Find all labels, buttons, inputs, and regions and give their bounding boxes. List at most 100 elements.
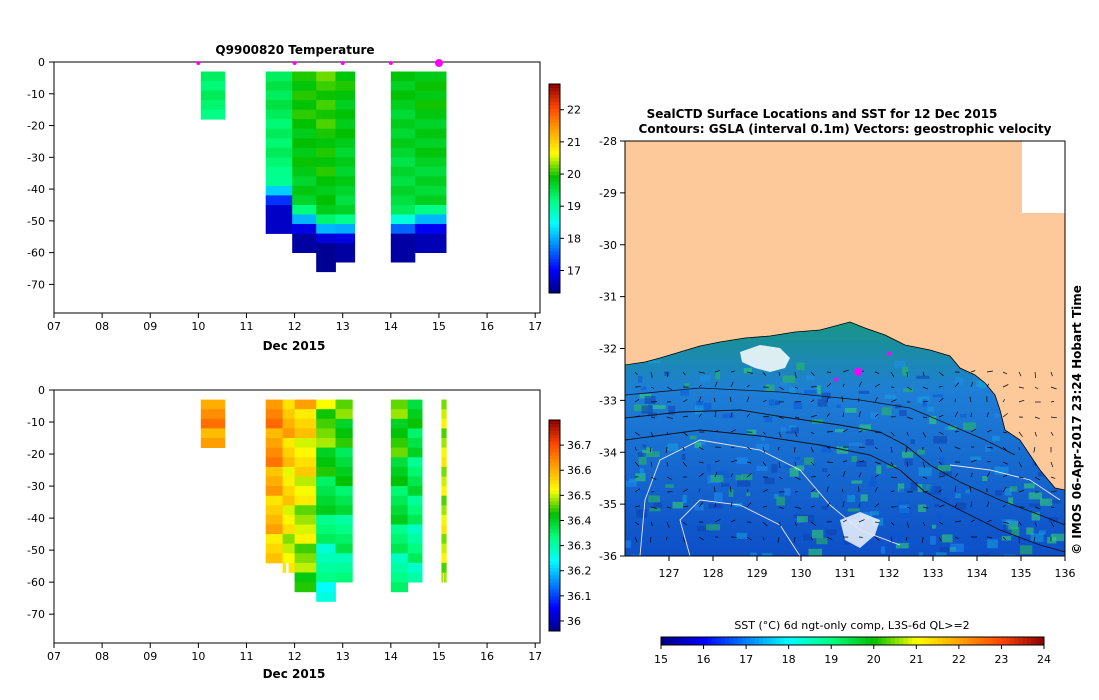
colorbar-segment	[1018, 637, 1024, 645]
map-x-tick-label: 133	[923, 567, 944, 580]
data-cell	[285, 524, 289, 535]
data-cell	[340, 147, 346, 158]
data-cell	[269, 428, 275, 439]
sst-speck	[939, 547, 950, 555]
velocity-vector	[650, 506, 657, 509]
sst-speck	[641, 386, 647, 391]
data-cell	[294, 418, 301, 429]
colorbar-segment	[699, 637, 705, 645]
colorbar-segment	[549, 564, 560, 569]
velocity-vector	[938, 446, 943, 453]
data-cell	[407, 572, 412, 583]
data-cell	[325, 166, 332, 177]
data-cell	[206, 428, 214, 439]
data-cell	[330, 138, 336, 149]
sst-speck	[843, 540, 856, 545]
data-cell	[288, 438, 292, 448]
y-tick-label: -60	[27, 247, 45, 260]
data-cell	[212, 100, 220, 110]
data-cell	[396, 100, 404, 110]
data-cell	[414, 562, 419, 573]
data-cell	[206, 418, 214, 429]
data-cell	[321, 252, 327, 263]
map-y-tick-label: -35	[599, 498, 617, 511]
data-cell	[390, 243, 398, 253]
data-cell	[438, 100, 447, 110]
data-cell	[292, 81, 299, 91]
velocity-vector	[730, 412, 733, 418]
data-cell	[274, 524, 279, 535]
data-cell	[298, 176, 305, 187]
data-cell	[403, 447, 409, 458]
data-cell	[441, 438, 443, 448]
data-cell	[274, 409, 279, 420]
data-cell	[325, 252, 332, 263]
colorbar-segment	[865, 637, 871, 645]
velocity-vector	[1002, 446, 1008, 452]
sst-speck	[954, 377, 963, 385]
velocity-vector	[634, 536, 638, 543]
data-cell	[335, 418, 341, 429]
data-cell	[316, 476, 322, 487]
velocity-vector	[969, 486, 972, 493]
sst-speck	[859, 424, 871, 431]
data-cell	[200, 428, 208, 439]
data-cell	[349, 252, 356, 263]
velocity-vector	[1033, 536, 1036, 542]
data-cell	[422, 147, 431, 158]
sst-speck	[895, 542, 909, 549]
velocity-vector	[698, 396, 702, 403]
data-cell	[390, 476, 396, 487]
data-cell	[348, 438, 353, 448]
data-cell	[443, 524, 446, 535]
data-cell	[445, 534, 447, 545]
data-cell	[408, 195, 416, 206]
data-cell	[408, 90, 416, 101]
data-cell	[304, 109, 311, 120]
velocity-vector	[826, 413, 830, 418]
data-cell	[422, 71, 431, 82]
velocity-vector	[954, 503, 958, 508]
data-cell	[349, 176, 356, 187]
temperature-xlabel: Dec 2015	[263, 339, 326, 353]
colorbar-segment	[549, 490, 560, 495]
y-tick-label: -40	[27, 183, 45, 196]
velocity-vector	[666, 371, 669, 378]
data-cell	[285, 418, 289, 429]
data-cell	[414, 534, 419, 545]
map-y-tick-label: -29	[599, 187, 617, 200]
data-cell	[411, 476, 416, 487]
data-cell	[441, 457, 443, 468]
data-cell	[282, 524, 286, 535]
velocity-vector	[922, 416, 928, 419]
data-cell	[335, 486, 341, 497]
data-cell	[395, 514, 400, 525]
data-cell	[278, 457, 283, 468]
data-cell	[292, 157, 299, 168]
colorbar-segment	[549, 87, 560, 92]
velocity-vector	[794, 461, 797, 467]
data-cell	[422, 166, 431, 177]
data-cell	[414, 428, 419, 439]
data-cell	[291, 534, 295, 545]
data-cell	[265, 100, 273, 110]
data-cell	[272, 205, 280, 215]
map-x-tick-label: 132	[879, 567, 900, 580]
sst-speck	[948, 425, 957, 430]
velocity-vector	[970, 370, 976, 373]
data-cell	[402, 252, 410, 263]
sst-speck	[995, 490, 1003, 496]
data-cell	[390, 214, 398, 225]
data-cell	[300, 524, 306, 535]
data-cell	[442, 514, 445, 525]
data-cell	[265, 486, 271, 497]
data-cell	[395, 582, 400, 593]
data-cell	[349, 205, 356, 215]
data-cell	[321, 243, 327, 253]
data-cell	[442, 476, 445, 487]
data-cell	[438, 205, 447, 215]
data-cell	[310, 214, 317, 225]
data-cell	[348, 418, 353, 429]
velocity-vector	[810, 414, 817, 418]
data-cell	[390, 119, 398, 130]
